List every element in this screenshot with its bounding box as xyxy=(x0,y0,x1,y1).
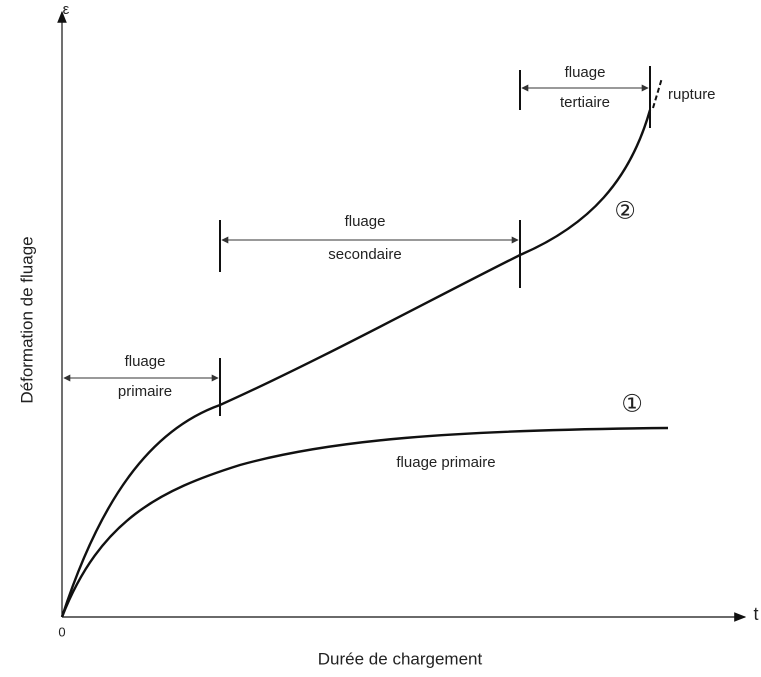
region-label: primaire xyxy=(118,383,172,400)
region-label: secondaire xyxy=(328,246,401,263)
x-symbol: t xyxy=(753,604,758,624)
curve-marker: ① xyxy=(621,390,643,417)
region-label: fluage xyxy=(345,213,386,230)
rupture-mark xyxy=(652,77,663,109)
y-symbol: ε xyxy=(63,1,70,18)
curve-2 xyxy=(60,109,652,618)
x-axis-label: Durée de chargement xyxy=(318,649,483,668)
y-axis-label: Déformation de fluage xyxy=(17,236,36,403)
curve-label: fluage primaire xyxy=(396,454,495,471)
region-label: fluage xyxy=(565,64,606,81)
curve-marker: ② xyxy=(614,197,636,224)
rupture-label: rupture xyxy=(668,86,716,103)
region-label: fluage xyxy=(125,353,166,370)
region-label: tertiaire xyxy=(560,94,610,111)
curve-1 xyxy=(60,426,669,618)
origin-label: 0 xyxy=(58,624,65,639)
